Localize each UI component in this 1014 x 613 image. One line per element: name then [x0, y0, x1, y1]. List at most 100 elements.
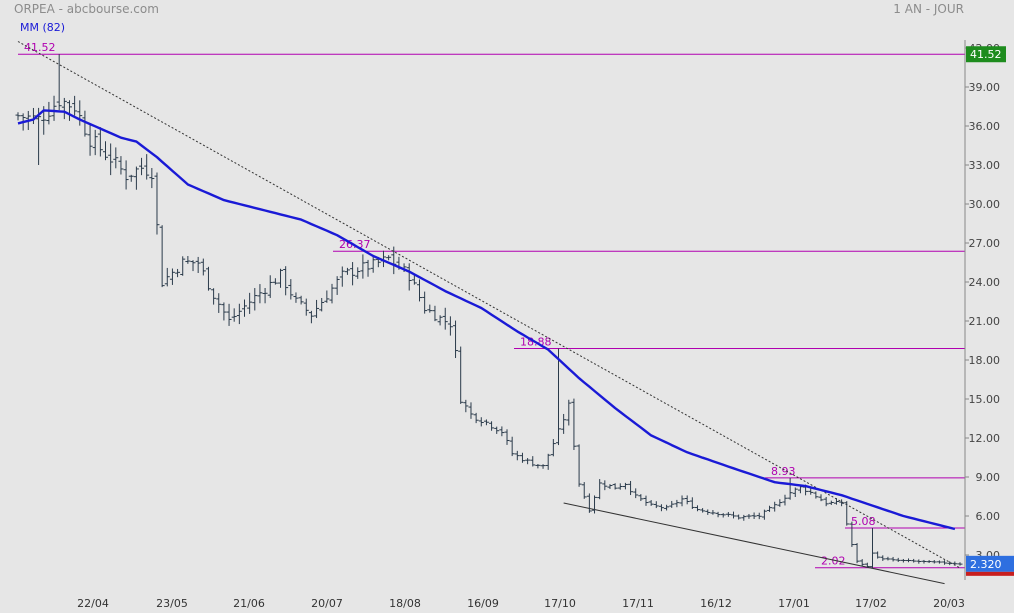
- ohlc-bar: [509, 436, 515, 457]
- x-tick-label: 16/09: [467, 597, 499, 610]
- x-tick-label: 17/10: [544, 597, 576, 610]
- ohlc-bar: [422, 291, 428, 314]
- ohlc-bar: [144, 154, 150, 180]
- ohlc-bar: [463, 399, 469, 413]
- y-tick-label: 33.00: [969, 159, 1001, 172]
- ohlc-bar: [612, 483, 618, 490]
- ohlc-bar: [473, 412, 479, 424]
- x-axis: 22/04 23/05 21/06 20/07 18/08 16/09 17/10 17/11…: [77, 597, 965, 610]
- ohlc-bar: [77, 100, 83, 126]
- ohlc-bar: [308, 310, 314, 324]
- x-tick-label: 17/02: [855, 597, 887, 610]
- ohlc-bar: [272, 278, 278, 285]
- last-price-tag-underline: [966, 571, 1014, 576]
- ohlc-bar: [417, 279, 423, 302]
- ohlc-bar: [710, 510, 716, 515]
- level-label: 2.02: [821, 555, 846, 568]
- ohlc-bar: [329, 283, 335, 304]
- ohlc-bar: [561, 413, 567, 434]
- ohlc-bar: [350, 262, 356, 286]
- level-label: 8.93: [771, 465, 796, 478]
- x-tick-label: 22/04: [77, 597, 109, 610]
- y-axis: 42.0039.0036.0033.0030.0027.0024.0021.00…: [964, 40, 1001, 580]
- ohlc-bar: [540, 464, 546, 469]
- ohlc-bar: [720, 513, 726, 518]
- y-tick-label: 15.00: [969, 393, 1001, 406]
- ohlc-bar: [602, 480, 608, 491]
- x-tick-label: 21/06: [233, 597, 265, 610]
- chart-source-title: ORPEA - abcbourse.com: [14, 2, 159, 16]
- ohlc-bar: [154, 172, 160, 235]
- moving-average-legend: MM (82): [20, 21, 66, 34]
- ohlc-bar: [489, 421, 495, 431]
- trendlines-layer: [17, 41, 961, 585]
- ohlc-bar: [936, 560, 942, 564]
- ohlc-bar: [293, 292, 299, 303]
- ohlc-bar: [92, 129, 98, 156]
- ohlc-bar: [355, 267, 361, 279]
- ohlc-bar: [478, 417, 484, 427]
- ohlc-bar: [839, 499, 845, 507]
- ohlc-bar: [900, 558, 906, 563]
- ohlc-bar: [854, 543, 860, 564]
- ohlc-bar: [787, 477, 793, 500]
- ohlc-bar: [442, 307, 448, 330]
- ohlc-bar: [15, 112, 21, 121]
- ohlc-bar: [957, 562, 963, 566]
- ohlc-bar: [298, 295, 304, 305]
- ohlc-bar: [200, 258, 206, 276]
- ohlc-bar: [746, 514, 752, 519]
- ohlc-bar: [334, 276, 340, 295]
- ohlc-bar: [906, 558, 912, 563]
- ohlc-bar: [890, 556, 896, 562]
- ohlc-bar: [607, 484, 613, 489]
- ohlc-bar: [550, 439, 556, 457]
- ohlc-bar: [185, 256, 191, 264]
- ohlc-bar: [952, 561, 958, 566]
- ohlc-bar: [767, 505, 773, 512]
- ohlc-bar: [576, 444, 582, 487]
- ohlc-bar: [736, 514, 742, 520]
- ohlc-bar: [664, 504, 670, 511]
- ohlc-bar: [519, 452, 525, 463]
- y-tick-label: 6.00: [976, 510, 1001, 523]
- ohlc-bar: [875, 551, 881, 559]
- ohlc-bar: [247, 292, 253, 314]
- ohlc-bar: [684, 495, 690, 505]
- ohlc-bar: [592, 495, 598, 514]
- ohlc-bar: [458, 346, 464, 404]
- ohlc-bar: [761, 509, 767, 520]
- ohlc-bar: [844, 501, 850, 526]
- ohlc-bar: [571, 398, 577, 450]
- ohlc-bar: [195, 256, 201, 273]
- ohlc-bar: [741, 514, 747, 521]
- ohlc-bar: [648, 500, 654, 506]
- ohlc-bar: [437, 315, 443, 326]
- ohlc-bars-layer: [15, 54, 963, 569]
- ohlc-bar: [257, 284, 263, 304]
- ohlc-bar: [468, 402, 474, 419]
- ohlc-bar: [535, 464, 541, 469]
- ohlc-bar: [694, 505, 700, 512]
- ohlc-bar: [288, 279, 294, 300]
- ohlc-bar: [813, 491, 819, 499]
- ohlc-bar: [622, 482, 628, 490]
- ohlc-bar: [689, 497, 695, 510]
- ohlc-bar: [365, 259, 371, 277]
- ohlc-bar: [895, 557, 901, 562]
- ohlc-bar: [267, 275, 273, 298]
- ohlc-bar: [514, 450, 520, 461]
- ohlc-bar: [103, 141, 109, 161]
- ohlc-bar: [211, 288, 217, 305]
- ohlc-bar: [617, 483, 623, 490]
- price-tags-layer: 41.52 2.320: [966, 46, 1014, 576]
- ohlc-bar: [926, 560, 932, 563]
- max-price-tag: [966, 46, 1006, 63]
- ohlc-bar: [87, 124, 93, 156]
- ohlc-bar: [180, 256, 186, 276]
- y-tick-label: 9.00: [976, 471, 1001, 484]
- ohlc-bar: [447, 316, 453, 336]
- level-label: 41.52: [24, 41, 56, 54]
- ohlc-bar: [499, 426, 505, 437]
